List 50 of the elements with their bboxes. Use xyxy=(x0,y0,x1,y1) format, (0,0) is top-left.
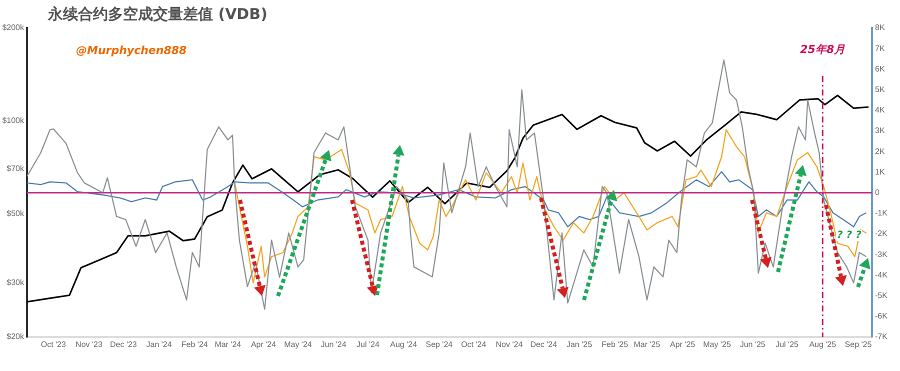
x-tick-label: May '24 xyxy=(284,340,312,350)
x-tick-label: Sep '24 xyxy=(426,340,454,350)
x-tick-label: Jul '24 xyxy=(356,340,380,350)
y2-tick-label: -2K xyxy=(875,229,888,238)
x-tick-label: Mar '25 xyxy=(634,340,661,350)
x-tick-label: Sep '25 xyxy=(844,340,872,350)
x-tick-label: Aug '25 xyxy=(809,340,837,350)
y-tick-label: $100k xyxy=(2,116,25,126)
y2-tick-label: -5K xyxy=(875,291,888,300)
x-tick-label: Oct '24 xyxy=(461,340,487,350)
y-tick-label: $30k xyxy=(6,278,25,287)
y2-tick-label: -4K xyxy=(875,270,888,280)
y2-tick-label: 5K xyxy=(875,85,886,94)
y2-tick-label: 7K xyxy=(875,44,886,53)
y2-tick-label: 8K xyxy=(875,23,886,32)
x-tick-label: May '25 xyxy=(703,340,732,350)
x-tick-label: Apr '25 xyxy=(670,340,696,350)
y2-tick-label: -6K xyxy=(875,312,888,321)
x-tick-label: Mar '24 xyxy=(214,340,242,350)
y-tick-label: $50k xyxy=(6,209,25,218)
y-tick-label: $20k xyxy=(6,332,25,342)
x-tick-label: Jan '25 xyxy=(566,340,593,350)
annotation: ? ? ? xyxy=(836,230,862,241)
y-tick-label: $70k xyxy=(6,164,25,174)
x-tick-label: Dec '24 xyxy=(530,340,558,350)
y2-tick-label: -1K xyxy=(875,208,888,218)
y2-tick-label: 6K xyxy=(875,64,886,74)
x-tick-label: Jan '24 xyxy=(146,340,172,350)
ref-line-label: 25年8月 xyxy=(800,43,846,56)
annotation: @Murphychen888 xyxy=(76,44,187,57)
chart-title: 永续合约多空成交量差值 (VDB) xyxy=(48,5,268,24)
y2-tick-label: -3K xyxy=(875,250,888,259)
x-tick-label: Feb '24 xyxy=(181,340,208,350)
x-tick-label: Jun '24 xyxy=(320,340,347,350)
y2-tick-label: -7K xyxy=(875,332,888,342)
x-tick-label: Apr '24 xyxy=(250,340,277,350)
y2-tick-label: 1K xyxy=(875,167,886,176)
y2-tick-label: 2K xyxy=(875,146,886,156)
x-tick-label: Feb '25 xyxy=(602,340,629,350)
x-tick-label: Dec '23 xyxy=(110,340,138,350)
x-tick-label: Aug '24 xyxy=(390,340,418,350)
x-tick-label: Nov '24 xyxy=(496,340,524,350)
x-tick-label: Jul '25 xyxy=(776,340,800,350)
x-tick-label: Nov '23 xyxy=(76,340,103,350)
y2-tick-label: 3K xyxy=(875,126,886,136)
x-tick-label: Oct '23 xyxy=(40,340,67,350)
y2-tick-label: 4K xyxy=(875,106,886,115)
x-tick-label: Jun '25 xyxy=(740,340,766,350)
y2-tick-label: 0 xyxy=(875,188,880,198)
y-tick-label: $200k xyxy=(2,23,25,32)
